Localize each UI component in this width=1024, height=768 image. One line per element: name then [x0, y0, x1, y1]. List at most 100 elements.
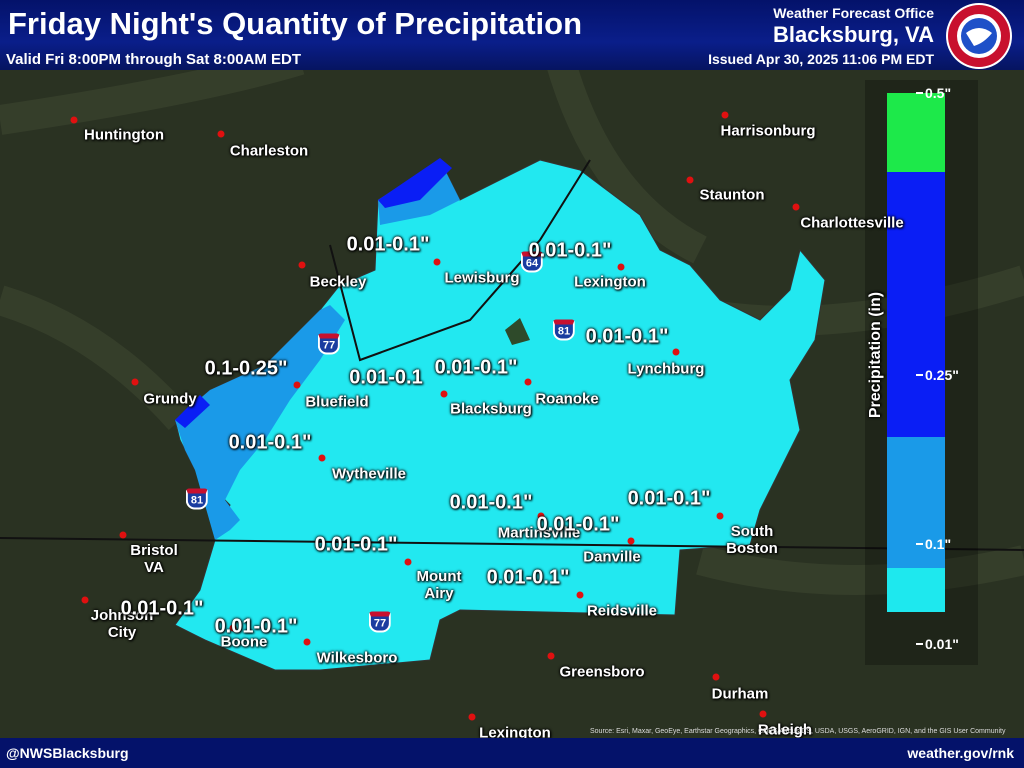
- amount-label: 0.1-0.25": [204, 357, 288, 380]
- city-dot: [686, 176, 694, 184]
- city-dot: [229, 624, 237, 632]
- city-dot: [81, 596, 89, 604]
- city-label: Lynchburg: [627, 360, 705, 378]
- city-label: Raleigh: [757, 721, 813, 739]
- city-label: Reidsville: [586, 602, 658, 620]
- amount-label: 0.01-0.1": [346, 233, 430, 256]
- city-label: Charleston: [229, 142, 309, 160]
- footer-left: @NWSBlacksburg: [6, 745, 129, 761]
- city-label: Beckley: [309, 273, 367, 291]
- city-dot: [303, 638, 311, 646]
- city-label: Lewisburg: [444, 269, 520, 287]
- city-dot: [721, 111, 729, 119]
- city-dot: [759, 710, 767, 718]
- city-dot: [298, 261, 306, 269]
- amount-label: 0.01-0.1: [349, 366, 423, 389]
- city-label: South Boston: [726, 523, 778, 557]
- city-label: Mount Airy: [416, 568, 462, 602]
- legend-title: Precipitation (in): [867, 291, 884, 419]
- interstate-shield: 81: [185, 488, 209, 510]
- city-dot: [217, 130, 225, 138]
- footer-right: weather.gov/rnk: [907, 745, 1014, 761]
- state-line: [0, 537, 1024, 551]
- amount-label: 0.01-0.1": [627, 487, 711, 510]
- header: Friday Night's Quantity of Precipitation…: [0, 0, 1024, 70]
- city-dot: [524, 378, 532, 386]
- city-dot: [537, 512, 545, 520]
- city-label: Bristol VA: [130, 542, 178, 576]
- dark-blue-band: [378, 158, 452, 208]
- interstate-shield: 64: [520, 251, 544, 273]
- footer: @NWSBlacksburg weather.gov/rnk: [0, 738, 1024, 768]
- city-dot: [468, 713, 476, 721]
- city-label: Blacksburg: [450, 400, 532, 418]
- city-label: Grundy: [143, 390, 197, 408]
- legend-tick-label: 0.5": [916, 85, 952, 101]
- subtitle: Valid Fri 8:00PM through Sat 8:00AM EDT: [6, 51, 302, 68]
- amount-label: 0.01-0.1": [486, 566, 570, 589]
- title: Friday Night's Quantity of Precipitation: [8, 6, 583, 41]
- city-label: Huntington: [84, 126, 164, 144]
- state-line: [329, 159, 591, 362]
- amount-label: 0.01-0.1": [434, 356, 518, 379]
- city-dot: [440, 390, 448, 398]
- city-dot: [547, 652, 555, 660]
- amount-label: 0.01-0.1": [214, 615, 298, 638]
- city-label: Danville: [583, 548, 641, 566]
- dark-blue-band: [175, 395, 210, 428]
- issued: Issued Apr 30, 2025 11:06 PM EDT: [708, 51, 934, 67]
- city-label: Wytheville: [332, 465, 406, 483]
- amount-label: 0.01-0.1": [449, 491, 533, 514]
- blue-band: [175, 305, 345, 540]
- city-label: Martinsville: [497, 524, 581, 542]
- city-dot: [119, 531, 127, 539]
- amount-label: 0.01-0.1": [120, 597, 204, 620]
- city-label: Staunton: [699, 186, 765, 204]
- source: Source: Esri, Maxar, GeoEye, Earthstar G…: [590, 728, 1006, 735]
- amount-label: 0.01-0.1": [585, 325, 669, 348]
- city-dot: [712, 673, 720, 681]
- interstate-shield: 77: [317, 333, 341, 355]
- city-label: Wilkesboro: [316, 649, 398, 667]
- location: Blacksburg, VA: [773, 22, 934, 47]
- legend-tick-label: 0.25": [916, 367, 959, 383]
- amount-label: 0.01-0.1": [314, 533, 398, 556]
- amount-label: 0.01-0.1": [536, 513, 620, 536]
- legend-tick-label: 0.1": [916, 536, 952, 552]
- city-dot: [672, 348, 680, 356]
- city-dot: [70, 116, 78, 124]
- city-dot: [792, 203, 800, 211]
- city-label: Johnson City: [90, 607, 154, 641]
- city-dot: [293, 381, 301, 389]
- city-label: Lexington: [574, 273, 646, 291]
- city-label: Greensboro: [559, 663, 645, 681]
- city-dot: [576, 591, 584, 599]
- nws-logo: [946, 3, 1012, 69]
- interstate-shield: 77: [368, 611, 392, 633]
- legend: [887, 93, 945, 612]
- office: Weather Forecast Office: [773, 5, 934, 21]
- city-label: Durham: [711, 685, 769, 703]
- city-dot: [617, 263, 625, 271]
- city-label: Boone: [220, 633, 268, 651]
- city-dot: [404, 558, 412, 566]
- city-dot: [131, 378, 139, 386]
- city-dot: [318, 454, 326, 462]
- legend-band: [887, 568, 945, 612]
- amount-label: 0.01-0.1": [528, 239, 612, 262]
- legend-band: [887, 93, 945, 172]
- city-label: Harrisonburg: [720, 122, 816, 140]
- city-dot: [716, 512, 724, 520]
- dark-green-patch: [505, 318, 530, 345]
- amount-label: 0.01-0.1": [228, 431, 312, 454]
- city-label: Charlottesville: [800, 214, 904, 232]
- interstate-shield: 81: [552, 319, 576, 341]
- city-label: Bluefield: [305, 393, 369, 411]
- city-dot: [627, 537, 635, 545]
- city-label: Lexington: [479, 724, 551, 742]
- city-dot: [433, 258, 441, 266]
- legend-tick-label: 0.01": [916, 636, 959, 652]
- legend-band: [887, 172, 945, 437]
